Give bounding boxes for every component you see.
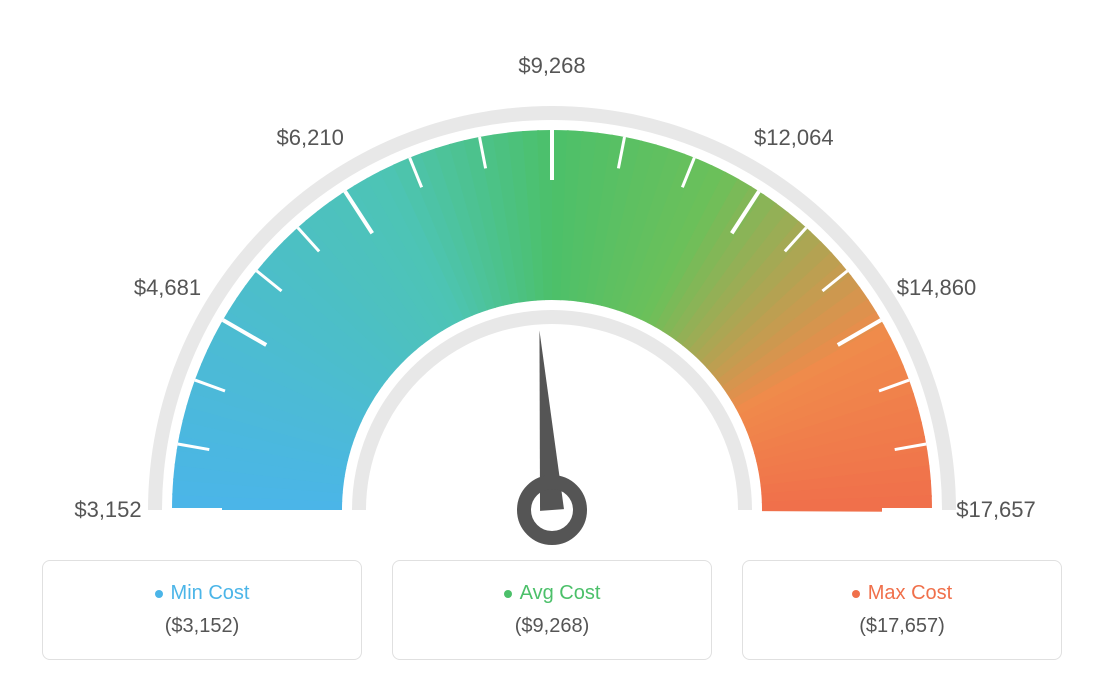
legend-cards: Min Cost ($3,152) Avg Cost ($9,268) Max … <box>42 560 1062 660</box>
avg-cost-card: Avg Cost ($9,268) <box>392 560 712 660</box>
gauge-tick-label: $14,860 <box>897 275 977 301</box>
gauge-tick-label: $4,681 <box>134 275 201 301</box>
min-cost-label: Min Cost <box>171 582 250 605</box>
gauge-tick-label: $17,657 <box>956 497 1036 523</box>
avg-cost-dot <box>504 590 512 598</box>
gauge-tick-label: $12,064 <box>754 125 834 151</box>
max-cost-title: Max Cost <box>852 582 952 605</box>
max-cost-dot <box>852 590 860 598</box>
gauge-tick-label: $6,210 <box>277 125 344 151</box>
avg-cost-label: Avg Cost <box>520 582 601 605</box>
min-cost-dot <box>155 590 163 598</box>
max-cost-value: ($17,657) <box>859 615 945 638</box>
max-cost-card: Max Cost ($17,657) <box>742 560 1062 660</box>
gauge-tick-label: $9,268 <box>518 53 585 79</box>
max-cost-label: Max Cost <box>868 582 952 605</box>
min-cost-title: Min Cost <box>155 582 250 605</box>
gauge-tick-label: $3,152 <box>74 497 141 523</box>
avg-cost-value: ($9,268) <box>515 615 590 638</box>
min-cost-value: ($3,152) <box>165 615 240 638</box>
avg-cost-title: Avg Cost <box>504 582 601 605</box>
cost-gauge: $3,152$4,681$6,210$9,268$12,064$14,860$1… <box>102 40 1002 560</box>
gauge-svg <box>102 40 1002 560</box>
min-cost-card: Min Cost ($3,152) <box>42 560 362 660</box>
